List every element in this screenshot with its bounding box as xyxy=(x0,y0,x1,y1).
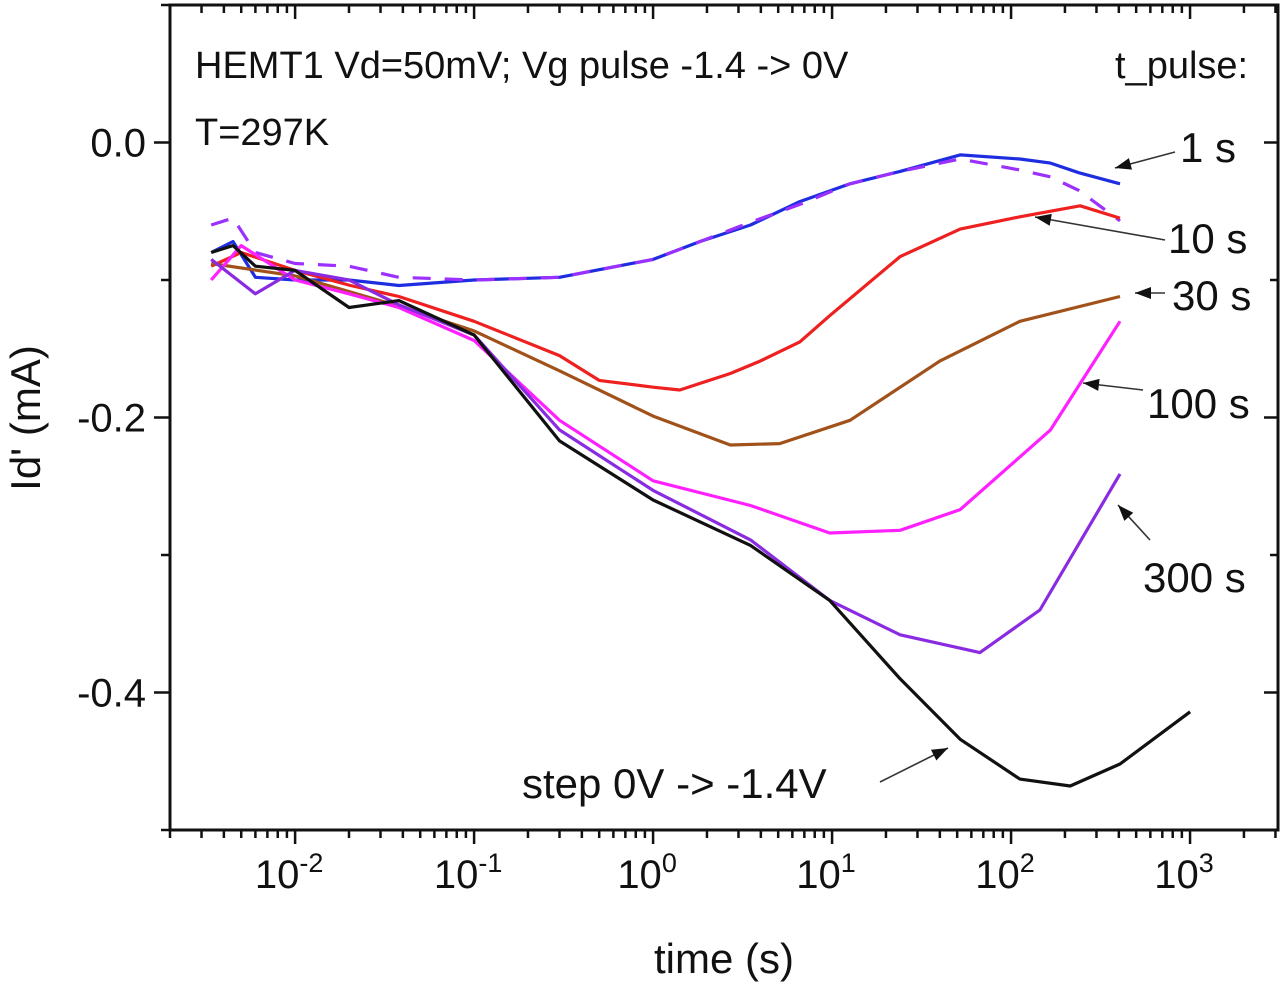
label-100s: 100 s xyxy=(1147,380,1250,427)
axis-ticks: 10-2 10-1 100 101 102 103 0.0 -0.2 -0.4 xyxy=(77,3,1278,897)
label-10s: 10 s xyxy=(1168,215,1247,262)
label-30s: 30 s xyxy=(1172,272,1251,319)
x-tick-label: 100 xyxy=(617,848,677,897)
y-tick-label: -0.2 xyxy=(77,397,146,441)
series-line xyxy=(210,261,1121,447)
x-tick-label: 10-1 xyxy=(434,848,503,897)
x-tick-label: 10-2 xyxy=(255,848,324,897)
label-1s: 1 s xyxy=(1180,124,1236,171)
x-tick-label: 103 xyxy=(1154,848,1214,897)
plot-frame xyxy=(168,3,1280,832)
series-line xyxy=(210,204,1121,392)
legend-title: t_pulse: xyxy=(1115,45,1248,87)
series-labels: 1 s 10 s 30 s 100 s 300 s step 0V -> -1.… xyxy=(522,124,1251,807)
series-line xyxy=(210,258,1122,655)
y-tick-label: 0.0 xyxy=(90,122,146,166)
y-axis-label: Id' (mA) xyxy=(2,345,49,491)
arrow-head-icon xyxy=(1083,378,1100,391)
series-line xyxy=(210,153,1121,288)
series-line xyxy=(209,244,1122,535)
x-axis-label: time (s) xyxy=(654,935,794,982)
arrow-head-icon xyxy=(1118,505,1134,521)
annotation-title: HEMT1 Vd=50mV; Vg pulse -1.4 -> 0V xyxy=(195,45,849,87)
arrow-head-icon xyxy=(1135,287,1151,299)
arrow-head-icon xyxy=(1035,213,1052,226)
arrow-head-icon xyxy=(931,748,948,761)
label-step: step 0V -> -1.4V xyxy=(522,760,827,807)
y-tick-label: -0.4 xyxy=(77,672,146,716)
series-line xyxy=(210,157,1121,282)
annotation-temperature: T=297K xyxy=(195,112,329,154)
series-line xyxy=(210,244,1192,788)
x-tick-label: 102 xyxy=(975,848,1035,897)
arrow-head-icon xyxy=(1115,158,1133,170)
x-tick-label: 101 xyxy=(796,848,856,897)
arrow-line xyxy=(1034,216,1166,241)
label-300s: 300 s xyxy=(1143,554,1246,601)
label-arrows xyxy=(879,151,1176,783)
series-group xyxy=(209,153,1192,788)
